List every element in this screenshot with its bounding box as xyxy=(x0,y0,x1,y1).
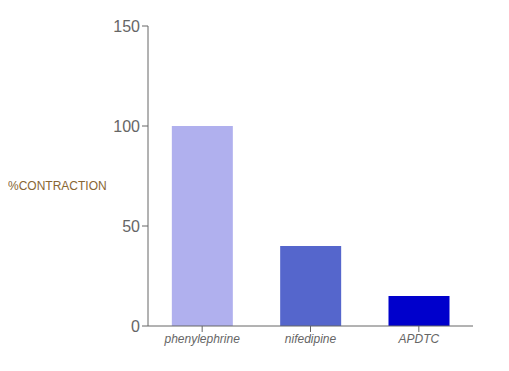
svg-text:0: 0 xyxy=(131,317,140,334)
svg-text:nifedipine: nifedipine xyxy=(285,331,337,345)
svg-text:100: 100 xyxy=(113,117,140,134)
svg-text:50: 50 xyxy=(122,217,140,234)
svg-text:APDTC: APDTC xyxy=(397,331,439,345)
svg-text:phenylephrine: phenylephrine xyxy=(163,331,240,345)
html-text:%CONTRACTION: %CONTRACTION xyxy=(8,178,107,193)
svg-text:150: 150 xyxy=(113,17,140,34)
